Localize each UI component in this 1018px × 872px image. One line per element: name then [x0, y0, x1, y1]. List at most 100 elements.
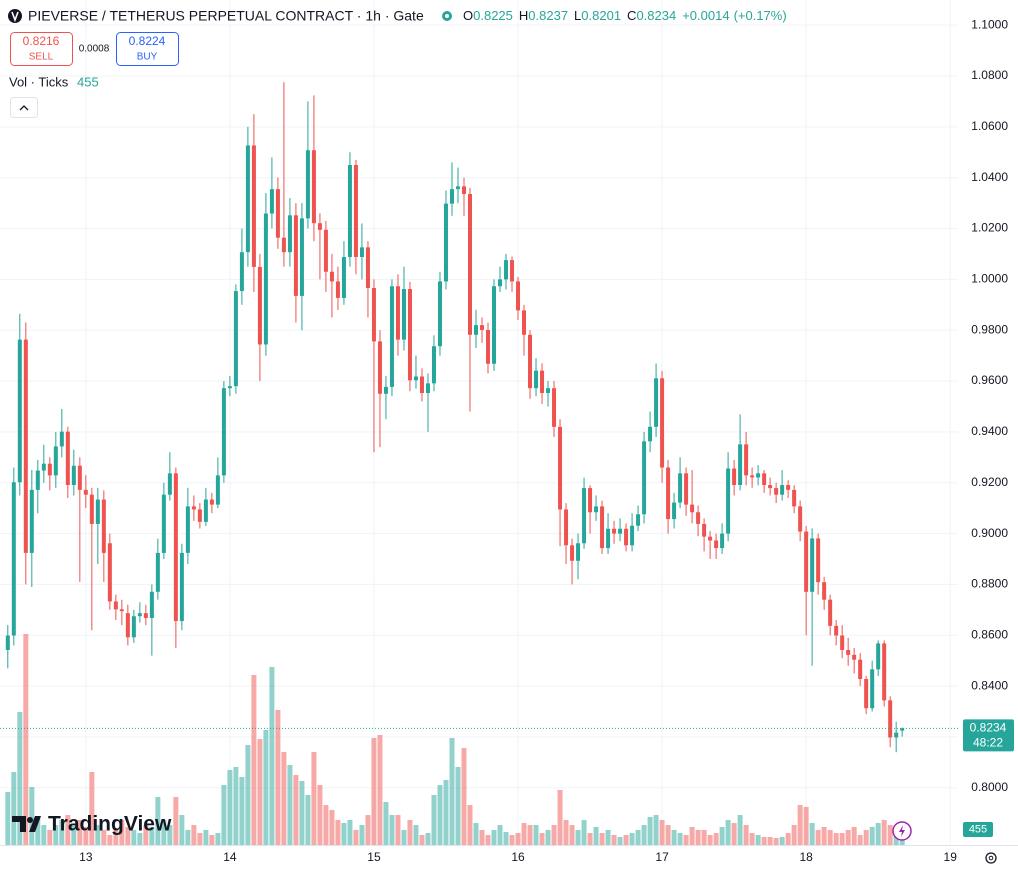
y-tick-label: 1.0600 — [971, 119, 1008, 133]
volume-bar — [827, 829, 833, 845]
candle-body — [774, 488, 779, 495]
candle-body — [143, 613, 148, 618]
volume-bar — [563, 819, 569, 845]
candle-body — [77, 465, 82, 490]
volume-bar — [407, 819, 413, 845]
candle-body — [167, 473, 172, 495]
volume-bar — [281, 752, 287, 845]
candle-body — [570, 545, 575, 561]
buy-button[interactable] — [116, 32, 179, 66]
volume-bar — [137, 833, 143, 845]
candle-body — [834, 625, 839, 636]
volume-bar — [473, 823, 479, 845]
candle-body — [546, 388, 551, 394]
candle-body — [486, 329, 491, 364]
y-tick-label: 1.1000 — [971, 17, 1008, 31]
grid — [0, 0, 958, 845]
volume-bar — [809, 823, 815, 845]
candle-body — [221, 388, 226, 476]
y-tick-label: 1.0200 — [971, 221, 1008, 235]
volume-bar — [47, 829, 53, 845]
volume-bar — [305, 795, 311, 845]
candle-body — [29, 489, 34, 553]
candle-body — [365, 247, 370, 289]
volume-bar — [215, 833, 221, 845]
x-tick-label: 17 — [655, 850, 669, 864]
volume-bar — [659, 819, 665, 845]
volume-bar — [11, 772, 17, 845]
candle-body — [594, 506, 599, 513]
volume-bar — [389, 815, 395, 845]
volume-bar — [233, 766, 239, 845]
volume-bar — [587, 833, 593, 845]
volume-bar — [455, 766, 461, 845]
logo-text: TradingView — [48, 813, 172, 836]
candle-body — [263, 213, 268, 345]
candle-body — [588, 488, 593, 513]
last-price-box — [963, 719, 1014, 752]
collapse-button[interactable] — [10, 97, 38, 118]
volume-bar — [647, 816, 653, 845]
volume-bar — [743, 825, 749, 845]
volume-bar — [173, 796, 179, 845]
volume-bar — [119, 819, 125, 845]
volume-bar — [863, 829, 869, 845]
change-percent: (+0.17%) — [734, 8, 787, 23]
volume-bar — [851, 826, 857, 845]
volume-bar — [665, 825, 671, 845]
candle-body — [720, 533, 725, 549]
x-tick-label: 19 — [944, 850, 958, 864]
sell-button[interactable] — [10, 32, 73, 66]
settings-icon[interactable] — [985, 852, 997, 864]
volume-bar — [875, 823, 881, 845]
volume-bar — [437, 785, 443, 845]
volume-bar — [539, 833, 545, 845]
candle-body — [822, 582, 827, 600]
candle-body — [702, 523, 707, 537]
volume-bar — [575, 829, 581, 845]
candle-body — [480, 325, 485, 330]
volume-bar — [323, 805, 329, 845]
candle-body — [47, 463, 52, 476]
y-tick-label: 0.9000 — [971, 526, 1008, 540]
volume-bar — [653, 815, 659, 845]
y-tick-label: 1.0800 — [971, 68, 1008, 82]
volume-bar — [737, 815, 743, 845]
x-tick-label: 16 — [511, 850, 525, 864]
candle-body — [564, 509, 569, 546]
candle-body — [353, 164, 358, 258]
volume-bar — [713, 833, 719, 845]
candle-body — [455, 186, 460, 190]
candle-body — [149, 591, 154, 618]
candle-body — [245, 145, 250, 253]
volume-bar — [197, 833, 203, 845]
candle-body — [407, 289, 412, 381]
volume-bar — [359, 825, 365, 845]
candle-body — [419, 376, 424, 394]
logo-dot — [27, 817, 33, 823]
candle-body — [425, 383, 430, 394]
volume-bar — [887, 825, 893, 845]
candle-body — [846, 650, 851, 655]
volume-bar — [77, 819, 83, 845]
candle-body — [209, 499, 214, 505]
axes: 0.80000.82000.84000.86000.88000.90000.92… — [0, 17, 1018, 864]
volume-bar — [689, 826, 695, 845]
volume-bar — [677, 833, 683, 845]
candle-body — [269, 189, 274, 214]
volume-bar — [71, 825, 77, 845]
y-tick-label: 0.9200 — [971, 475, 1008, 489]
candle-body — [642, 441, 647, 515]
ohlc-legend: O0.8225 H0.8237 L0.8201 C0.8234 +0.0014 (+0.1… — [463, 8, 787, 23]
volume-bar — [869, 826, 875, 845]
volume-bar — [191, 825, 197, 845]
candle-body — [287, 215, 292, 253]
candle-body — [371, 288, 376, 342]
volume-bar — [761, 836, 767, 845]
volume-bar — [605, 829, 611, 845]
volume-bar — [707, 835, 713, 845]
candle-body — [528, 334, 533, 389]
volume-bar — [641, 825, 647, 845]
